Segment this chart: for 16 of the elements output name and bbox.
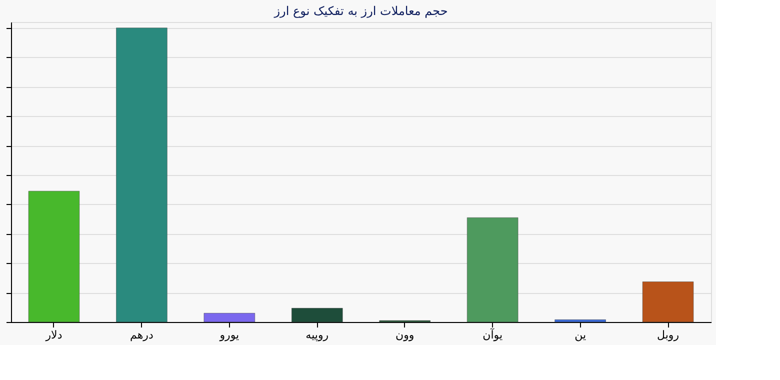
chart-title: حجم معاملات ارز به تفکیک نوع ارز: [273, 4, 448, 18]
x-tick-label: ین: [574, 328, 586, 342]
x-tick-label: درهم: [130, 328, 154, 342]
x-tick-label: روبل: [657, 328, 680, 342]
bar: [466, 217, 518, 322]
bar: [116, 28, 168, 322]
bar: [204, 313, 256, 322]
x-tick-label: وون: [396, 328, 414, 342]
bar: [554, 319, 606, 322]
x-tick-label: یوآن: [482, 328, 503, 342]
x-tick-label: یورو: [218, 328, 240, 342]
x-tick-label: دلار: [44, 328, 62, 342]
bar: [642, 282, 694, 322]
bar: [28, 190, 80, 322]
x-tick-label: روپیه: [306, 328, 329, 342]
bar: [292, 308, 343, 322]
